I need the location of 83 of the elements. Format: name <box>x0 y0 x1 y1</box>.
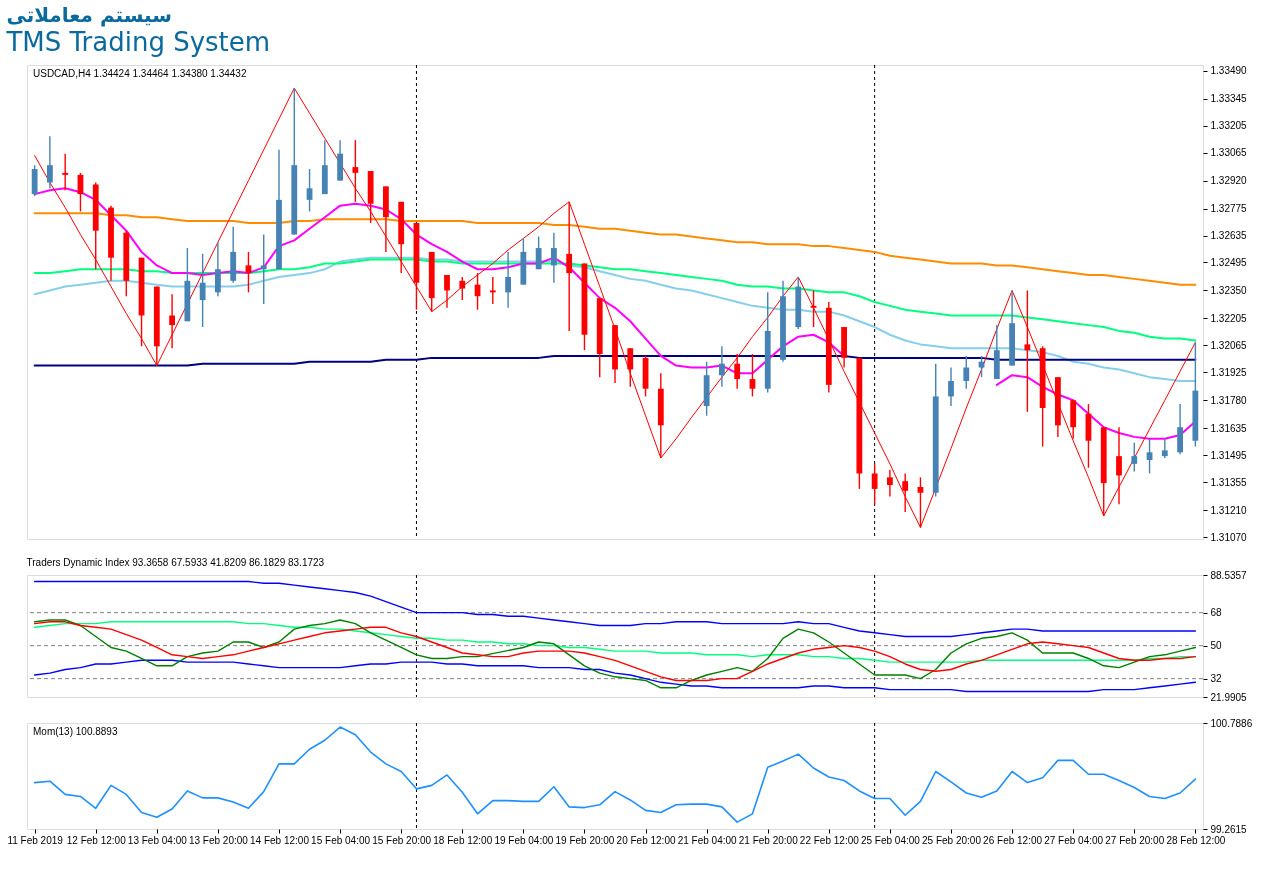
candlestick <box>551 231 557 284</box>
y-tick-label: 1.32920 <box>1210 175 1248 187</box>
candlestick <box>459 276 466 301</box>
candlestick <box>352 139 359 203</box>
x-tick-label: 27 Feb 20:00 <box>1105 834 1165 846</box>
x-tick-label: 15 Feb 20:00 <box>372 834 432 846</box>
x-tick-label: 25 Feb 20:00 <box>922 834 982 846</box>
line-series <box>33 726 1197 823</box>
candlestick <box>47 135 53 190</box>
x-tick-label: 21 Feb 20:00 <box>738 834 799 846</box>
y-tick-label: 21.9905 <box>1210 691 1248 703</box>
candlestick <box>871 463 878 506</box>
line-series <box>34 87 1196 528</box>
x-tick-label: 12 Feb 12:00 <box>66 834 127 846</box>
candlestick <box>306 168 313 213</box>
y-tick-label: 50 <box>1210 640 1223 652</box>
x-tick-label: 28 Feb 12:00 <box>1166 834 1226 846</box>
line-series <box>33 659 1197 693</box>
y-tick-label: 1.32205 <box>1210 312 1248 324</box>
x-tick-label: 11 Feb 2019 <box>7 834 64 846</box>
candlestick <box>734 353 741 390</box>
candlestick <box>948 366 954 407</box>
y-tick-label: 1.33205 <box>1210 120 1248 132</box>
candlestick <box>1161 438 1168 459</box>
y-tick-label: 1.32495 <box>1210 257 1248 268</box>
chart-title: سیستم معاملاتی <box>6 3 172 27</box>
candlestick <box>566 201 573 332</box>
chart-title: Traders Dynamic Index 93.3658 67.5933 41.8209 86.1829 83.1723 <box>26 557 325 568</box>
candlestick <box>887 468 893 498</box>
candlestick <box>719 345 725 388</box>
x-tick-label: 22 Feb 12:00 <box>799 834 860 846</box>
line-series <box>33 580 1197 638</box>
x-tick-label: 14 Feb 12:00 <box>250 834 310 846</box>
y-tick-label: 1.32635 <box>1210 230 1248 242</box>
candlestick <box>963 355 970 390</box>
y-tick-label: 32 <box>1210 673 1223 685</box>
y-tick-label: 1.31925 <box>1210 366 1248 378</box>
x-tick-label: 20 Feb 12:00 <box>616 834 676 846</box>
annotation: USDCAD,H4 1.34424 1.34464 1.34380 1.34432 <box>33 68 247 79</box>
x-tick-label: 18 Feb 12:00 <box>433 834 493 846</box>
x-tick-label: 26 Feb 12:00 <box>983 834 1043 846</box>
x-tick-label: 19 Feb 20:00 <box>555 834 615 846</box>
candlestick <box>169 293 175 349</box>
y-tick-label: 1.31355 <box>1210 476 1248 488</box>
y-tick-label: 1.32350 <box>1210 284 1248 296</box>
candlestick <box>535 235 542 270</box>
chart-subtitle: TMS Trading System <box>5 27 271 57</box>
y-tick-label: 1.31210 <box>1210 504 1248 516</box>
candlestick <box>489 276 496 305</box>
candlestick <box>505 251 511 309</box>
candlestick <box>260 233 267 305</box>
x-tick-label: 13 Feb 04:00 <box>127 834 188 846</box>
y-tick-label: 1.31780 <box>1210 394 1248 406</box>
x-tick-label: 19 Feb 04:00 <box>494 834 554 846</box>
y-tick-label: 1.32065 <box>1210 339 1248 351</box>
candlestick <box>810 289 817 328</box>
x-tick-label: 25 Feb 04:00 <box>860 834 921 846</box>
x-tick-label: 15 Feb 04:00 <box>311 834 371 846</box>
x-tick-label: 13 Feb 20:00 <box>188 834 249 846</box>
candlestick <box>199 253 206 328</box>
line-series <box>33 212 1197 286</box>
y-tick-label: 100.7886 <box>1210 717 1253 729</box>
y-tick-label: 1.31495 <box>1210 449 1248 461</box>
y-tick-label: 99.2615 <box>1210 823 1248 835</box>
y-tick-label: 1.33065 <box>1210 147 1248 159</box>
candlestick <box>1116 426 1122 506</box>
y-tick-label: 1.31070 <box>1210 531 1248 543</box>
candlestick <box>627 347 634 388</box>
y-tick-label: 1.33490 <box>1210 65 1248 77</box>
x-tick-label: 27 Feb 04:00 <box>1044 834 1104 846</box>
chart-title: Mom(13) 100.8893 <box>33 726 118 737</box>
x-tick-label: 21 Feb 04:00 <box>677 834 738 846</box>
candlestick <box>444 274 450 309</box>
candlestick <box>1131 441 1138 473</box>
y-tick-label: 68 <box>1210 607 1223 619</box>
y-tick-label: 1.33345 <box>1210 93 1248 105</box>
y-tick-label: 1.32775 <box>1210 203 1248 215</box>
y-tick-label: 88.5357 <box>1210 569 1248 581</box>
candlestick <box>902 472 909 513</box>
candlestick <box>215 241 221 297</box>
candlestick <box>1024 289 1031 413</box>
y-tick-label: 1.31635 <box>1210 422 1248 434</box>
candlestick <box>62 152 69 191</box>
